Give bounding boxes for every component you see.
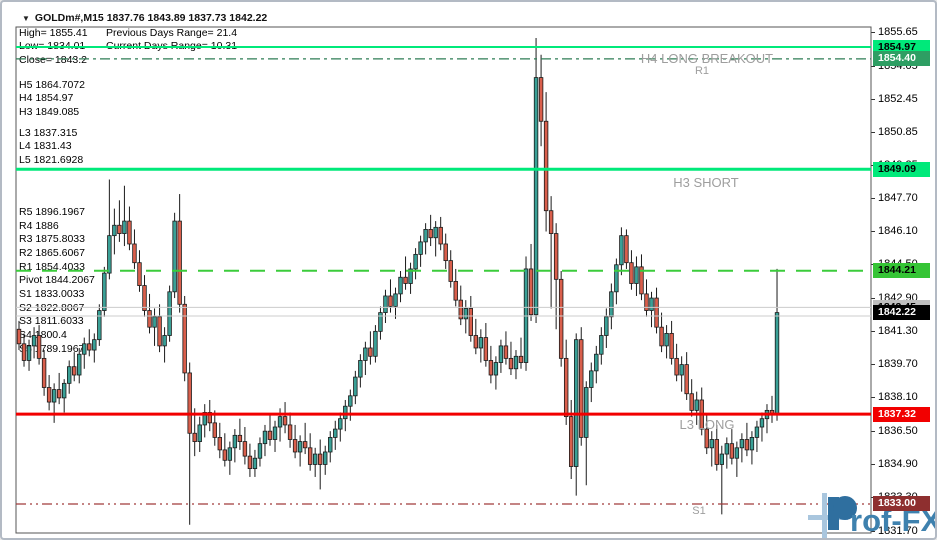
stats-row: High= 1855.41 Previous Days Range= 21.4	[19, 27, 237, 41]
tick-mark	[871, 430, 875, 432]
pivot-line: S1 1833.0033	[19, 288, 85, 301]
annotation-h4-long-breakout: H4 LONG BREAKOUT	[640, 50, 774, 66]
symbol-ohlc-title: GOLDm#,M15 1837.76 1843.89 1837.73 1842.…	[34, 12, 268, 24]
pivot-line: R2 1865.6067	[19, 246, 85, 259]
annotation-s1: S1	[692, 505, 706, 518]
chart-title-bar: ▼ GOLDm#,M15 1837.76 1843.89 1837.73 184…	[22, 12, 267, 24]
candles-layer	[16, 38, 780, 525]
tick-mark	[871, 330, 875, 332]
pivot-line: S4 1800.4	[19, 329, 67, 342]
stats-row: Close= 1843.2	[19, 54, 237, 68]
tick-label: 1855.65	[878, 26, 918, 39]
tick-label: 1839.70	[878, 358, 918, 371]
h-level-line: H3 1849.085	[19, 105, 80, 118]
stats-left: Close= 1843.2	[19, 53, 88, 66]
tick-label: 1847.70	[878, 191, 918, 204]
tick-mark	[871, 32, 875, 34]
h-levels-block: H5 1864.7072 H4 1854.97 H3 1849.085	[19, 79, 85, 120]
annotation-r1: R1	[694, 65, 710, 78]
tick-label: 1831.70	[878, 524, 918, 537]
pivot-line: R4 1886	[19, 219, 59, 232]
tick-label: 1834.90	[878, 457, 918, 470]
tick-mark	[871, 230, 875, 232]
price-badge-Pivot[interactable]: 1844.21	[873, 263, 930, 279]
annotation-h3-short: H3 SHORT	[673, 174, 739, 190]
tick-mark	[871, 197, 875, 199]
tick-label: 1838.10	[878, 391, 918, 404]
price-badge-S1[interactable]: 1833.00	[873, 496, 930, 512]
tick-mark	[871, 397, 875, 399]
h-level-line: H4 1854.97	[19, 92, 74, 105]
price-badge-L3[interactable]: 1837.32	[873, 406, 930, 422]
tick-label: 1850.85	[878, 126, 918, 139]
price-badge-bid[interactable]: 1842.22	[873, 304, 930, 320]
tick-label: 1852.45	[878, 92, 918, 105]
tick-mark	[871, 530, 875, 532]
l-level-line: L5 1821.6928	[19, 153, 84, 166]
stats-right: Previous Days Range= 21.4	[106, 26, 238, 39]
pivot-line: R3 1875.8033	[19, 233, 85, 246]
price-badge-R1[interactable]: 1854.40	[873, 51, 930, 67]
chart-marker-icon[interactable]: ▼	[22, 13, 30, 23]
l-levels-block: L3 1837.315 L4 1831.43 L5 1821.6928	[19, 127, 83, 168]
plot-frame	[15, 26, 872, 534]
pivot-line: R5 1896.1967	[19, 205, 85, 218]
tick-mark	[871, 297, 875, 299]
pivot-line: Pivot 1844.2067	[19, 274, 95, 287]
h-level-line: H5 1864.7072	[19, 78, 85, 91]
tick-label: 1846.10	[878, 224, 918, 237]
logo-p-bowl	[833, 496, 857, 520]
price-badge-H3[interactable]: 1849.09	[873, 161, 930, 177]
annotation-l3-long: L3 LONG	[679, 416, 735, 432]
logo-p-stem	[828, 497, 839, 530]
l-level-line: L4 1831.43	[19, 140, 72, 153]
pivot-levels-block: R5 1896.1967 R4 1886 R3 1875.8033 R2 1865.6…	[19, 206, 95, 357]
tick-mark	[871, 132, 875, 134]
tick-mark	[871, 463, 875, 465]
pivot-line: S3 1811.6033	[19, 315, 84, 328]
pivot-line: R1 1854.4033	[19, 260, 85, 273]
tick-mark	[871, 98, 875, 100]
l-level-line: L3 1837.315	[19, 126, 78, 139]
price-badge-H4[interactable]: 1854.97	[873, 39, 930, 55]
tick-mark	[871, 364, 875, 366]
hlines-layer	[16, 46, 871, 505]
tick-label: 1841.30	[878, 324, 918, 337]
stats-left: High= 1855.41	[19, 26, 88, 39]
tick-label: 1836.50	[878, 424, 918, 437]
